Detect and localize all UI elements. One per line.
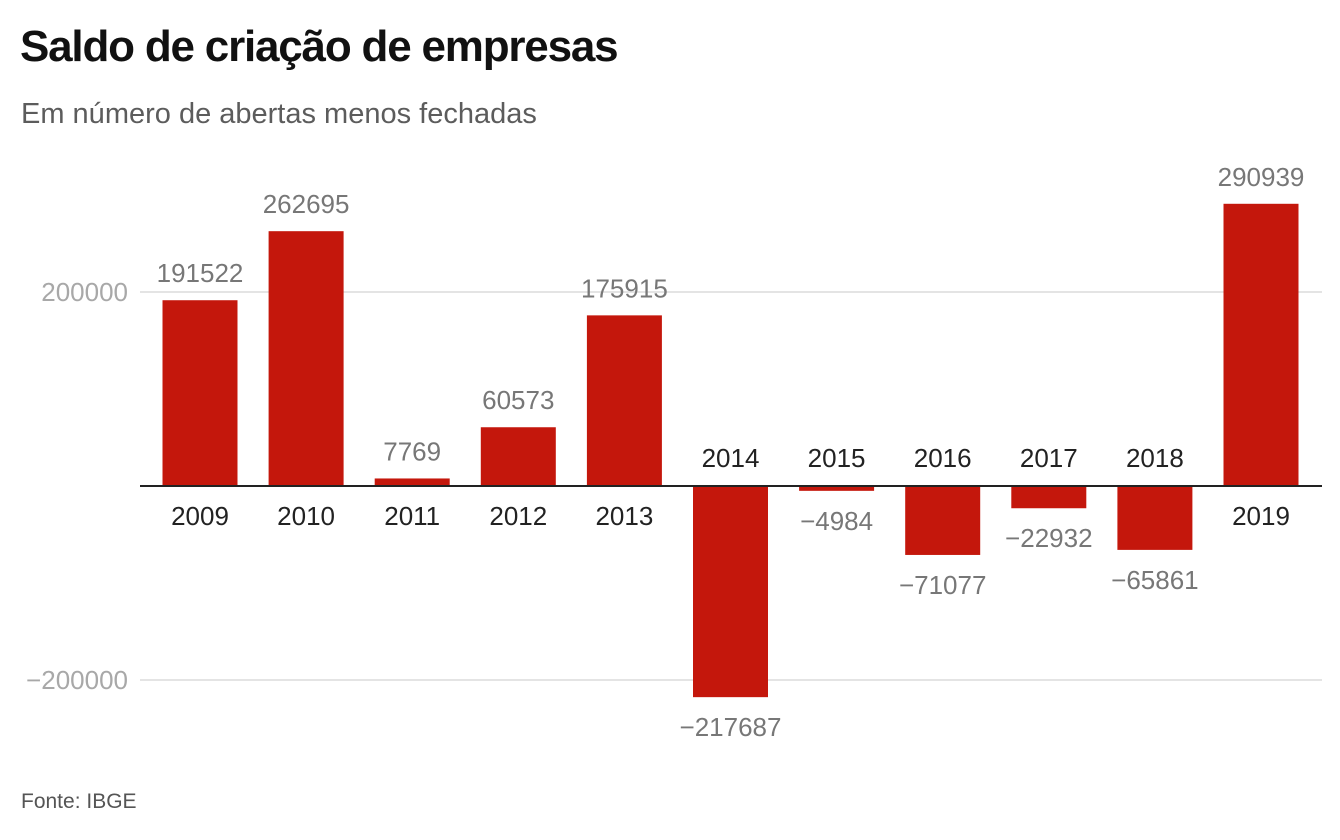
data-label: −22932: [1005, 523, 1092, 553]
bar: [1117, 486, 1193, 550]
bar: [1011, 486, 1087, 509]
category-label: 2010: [277, 501, 335, 531]
y-tick-label: 200000: [41, 277, 128, 307]
bar-chart: 200000 −200000 191522 2009 262695 2010 7769 201…: [26, 162, 1322, 742]
category-label: 2019: [1232, 501, 1290, 531]
data-label: 60573: [482, 385, 554, 415]
category-label: 2011: [384, 501, 440, 531]
data-label: −71077: [899, 570, 986, 600]
chart-title: Saldo de criação de empresas: [20, 22, 619, 71]
data-label: −65861: [1111, 565, 1198, 595]
category-label: 2018: [1126, 443, 1184, 473]
chart-subtitle: Em número de abertas menos fechadas: [21, 98, 537, 130]
bar: [1223, 203, 1299, 486]
data-label: 175915: [581, 273, 668, 303]
data-label: 191522: [157, 258, 244, 288]
category-label: 2014: [702, 443, 760, 473]
data-label: −217687: [680, 712, 782, 742]
bar: [905, 486, 981, 555]
category-label: 2016: [914, 443, 972, 473]
bar: [693, 486, 768, 698]
category-label: 2015: [808, 443, 866, 473]
data-label: 7769: [383, 436, 441, 466]
bar: [374, 478, 450, 486]
bar: [162, 300, 238, 486]
bar: [799, 486, 875, 491]
category-label: 2013: [595, 501, 653, 531]
category-label: 2017: [1020, 443, 1078, 473]
bar: [268, 231, 344, 486]
data-label: 290939: [1218, 162, 1305, 192]
y-tick-label: −200000: [26, 665, 128, 695]
data-label: −4984: [800, 506, 873, 536]
bar: [586, 315, 662, 486]
category-label: 2012: [489, 501, 547, 531]
source-note: Fonte: IBGE: [21, 790, 137, 813]
data-label: 262695: [263, 189, 350, 219]
category-label: 2009: [171, 501, 229, 531]
bar: [480, 427, 556, 486]
